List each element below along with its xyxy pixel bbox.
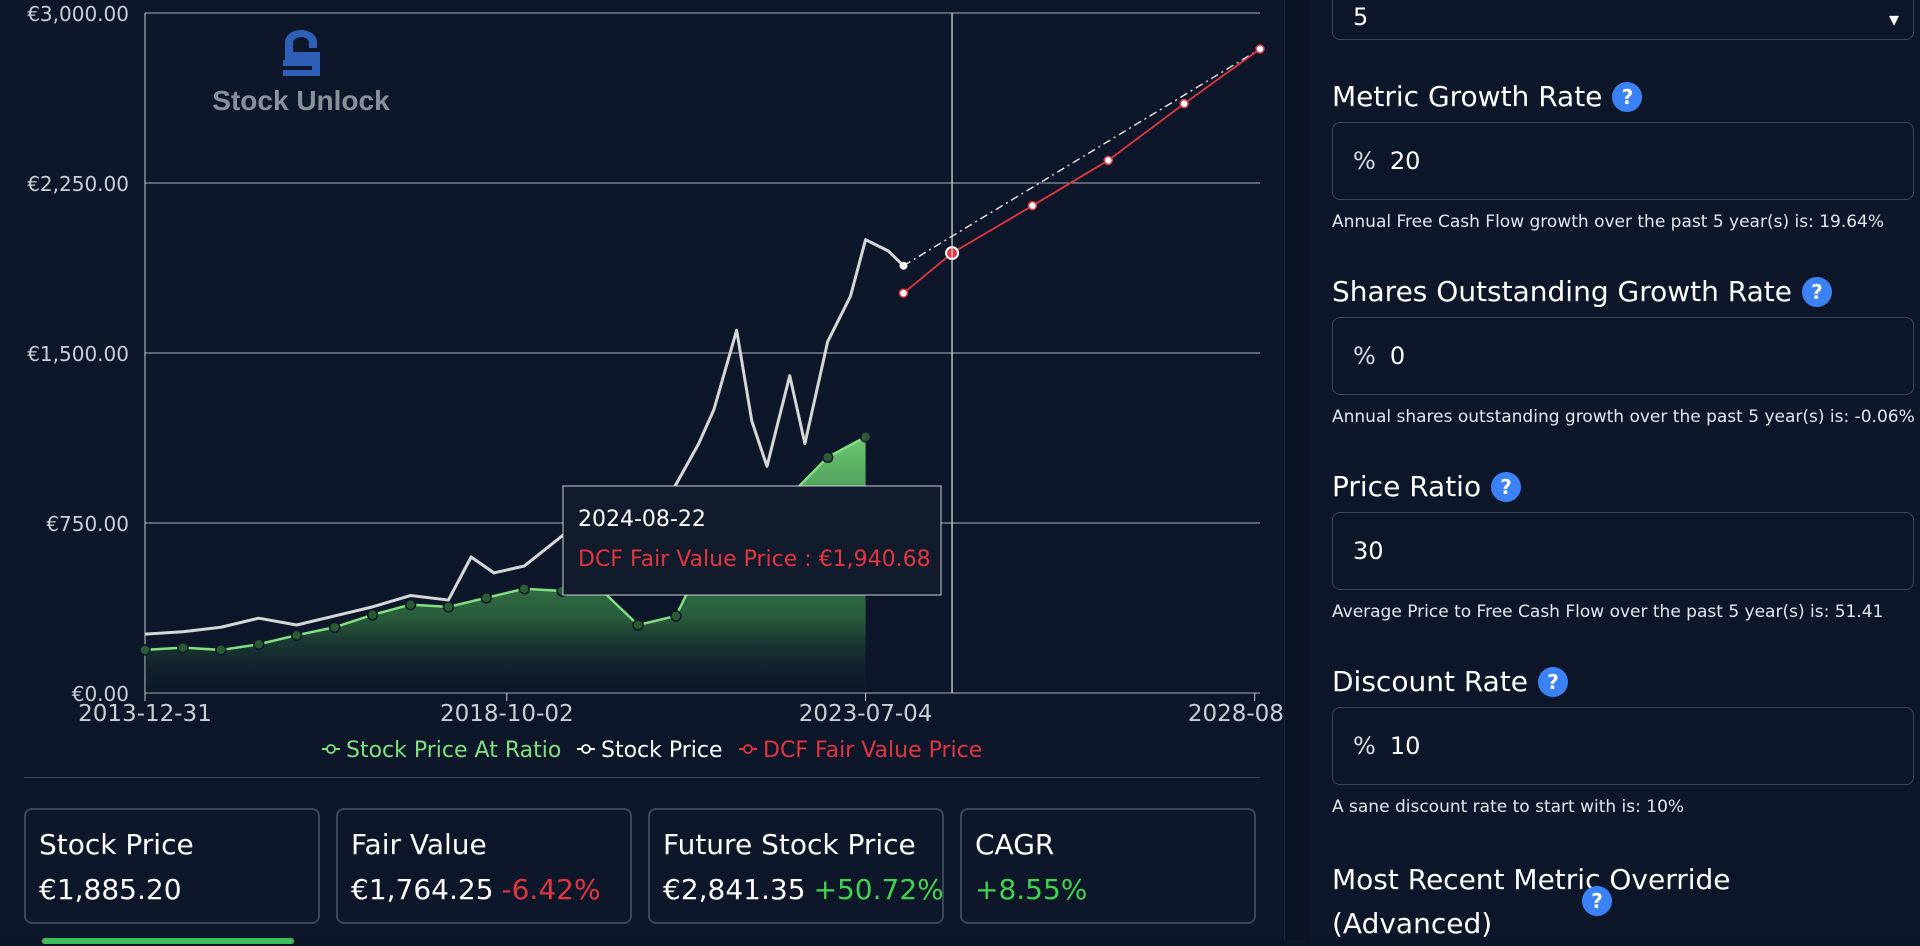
y-tick-label: €3,000.00: [27, 2, 129, 26]
ratio-area: [145, 436, 866, 693]
shares-growth-hint: Annual shares outstanding growth over th…: [1332, 407, 1915, 427]
ratio-point: [518, 582, 531, 595]
chevron-down-icon: ▾: [1888, 7, 1899, 31]
action-button-edge[interactable]: [42, 938, 294, 944]
x-tick-label: 2018-10-02: [440, 701, 574, 727]
ratio-point: [253, 638, 265, 651]
dcf-line: [902, 48, 1261, 294]
ratio-point: [404, 598, 417, 611]
panel-divider: [1284, 0, 1311, 940]
cagr-value: +8.55%: [975, 873, 1088, 906]
years-select-value: 5: [1353, 3, 1369, 31]
logo-text: Stock Unlock: [212, 85, 390, 116]
legend-label: Stock Price At Ratio: [346, 738, 561, 763]
help-icon[interactable]: ?: [1491, 471, 1522, 502]
fair-value-card: Fair Value €1,764.25 -6.42%: [336, 808, 632, 924]
stock-price-card: Stock Price €1,885.20: [24, 808, 320, 924]
shares-growth-value: 0: [1389, 342, 1406, 370]
card-title: Fair Value: [351, 828, 487, 861]
legend-marker: [581, 744, 591, 754]
metric-growth-label: Metric Growth Rate: [1332, 80, 1603, 113]
x-tick-label: 2013-12-31: [78, 701, 212, 727]
settings-panel: 5 ▾ Metric Growth Rate ? % 20 Annual Fre…: [1310, 0, 1920, 940]
dcf-point: [898, 288, 909, 298]
card-title: Future Stock Price: [663, 828, 916, 861]
price-ratio-label-row: Price Ratio ?: [1332, 470, 1522, 503]
dcf-chart: €3,000.00€2,250.00€1,500.00€750.00€0.002…: [27, 2, 1284, 763]
price-ratio-value: 30: [1353, 537, 1384, 565]
section-divider: [24, 777, 1260, 778]
ratio-point: [139, 644, 151, 656]
ratio-point: [177, 641, 189, 654]
cagr-card: CAGR +8.55%: [960, 808, 1256, 924]
card-value: €1,885.20: [39, 873, 182, 906]
price-ratio-hint: Average Price to Free Cash Flow over the…: [1332, 602, 1884, 622]
y-tick-label: €2,250.00: [27, 172, 129, 196]
legend-label: Stock Price: [601, 738, 723, 763]
legend-marker: [743, 744, 753, 754]
percent-prefix: %: [1353, 147, 1376, 175]
card-value: €1,764.25 -6.42%: [351, 873, 601, 906]
metric-growth-hint: Annual Free Cash Flow growth over the pa…: [1332, 212, 1885, 232]
ratio-point: [859, 431, 872, 443]
tooltip-date: 2024-08-22: [578, 507, 706, 532]
dcf-point: [1179, 98, 1189, 109]
fair-value-value: €1,764.25: [351, 873, 494, 906]
price-ratio-label: Price Ratio: [1332, 470, 1482, 503]
ratio-point: [670, 610, 682, 622]
metric-growth-value: 20: [1389, 147, 1421, 175]
years-select[interactable]: 5 ▾: [1332, 0, 1914, 40]
help-icon[interactable]: ?: [1801, 276, 1832, 307]
chart-panel: €3,000.00 €2,250.00 €1,500.00 €750.00 €0.00 2…: [24, 2, 1284, 944]
ratio-point: [290, 629, 303, 641]
metric-override-label: Most Recent Metric Override (Advanced): [1332, 863, 1731, 940]
help-icon[interactable]: ?: [1538, 666, 1569, 697]
price-ratio-input[interactable]: 30: [1332, 512, 1914, 590]
legend-label: DCF Fair Value Price: [763, 738, 982, 763]
card-value: €2,841.35 +50.72%: [663, 873, 944, 906]
future-price-value: €2,841.35: [663, 873, 806, 906]
x-tick-label: 2028-08-22: [1188, 701, 1284, 727]
dcf-point: [1027, 200, 1038, 211]
help-icon[interactable]: ?: [1582, 886, 1612, 916]
help-icon[interactable]: ?: [1612, 81, 1643, 112]
discount-rate-input[interactable]: % 10: [1332, 707, 1914, 785]
ratio-point: [215, 644, 227, 656]
ratio-point: [366, 609, 379, 621]
metric-growth-input[interactable]: % 20: [1332, 122, 1914, 200]
logo-icon: [283, 30, 320, 76]
x-tick-label: 2023-07-04: [799, 701, 933, 727]
y-tick-label: €0.00: [72, 682, 129, 706]
ratio-point: [480, 592, 493, 604]
ratio-point: [821, 451, 834, 464]
percent-prefix: %: [1353, 342, 1376, 370]
card-title: Stock Price: [39, 828, 194, 861]
shares-growth-input[interactable]: % 0: [1332, 317, 1914, 395]
shares-growth-label-row: Shares Outstanding Growth Rate ?: [1332, 275, 1832, 308]
projection-line: [903, 48, 1261, 267]
card-value: +8.55%: [975, 873, 1087, 906]
percent-prefix: %: [1353, 732, 1376, 760]
dcf-point: [1103, 155, 1114, 166]
fair-value-change: -6.42%: [501, 873, 601, 906]
discount-rate-label: Discount Rate: [1332, 665, 1529, 698]
y-tick-label: €750.00: [46, 512, 129, 536]
future-price-change: +50.72%: [813, 873, 944, 906]
ratio-point: [328, 621, 341, 634]
y-tick-label: €1,500.00: [27, 342, 129, 366]
stock-price-value: €1,885.20: [39, 873, 182, 906]
card-title: CAGR: [975, 828, 1055, 861]
legend-marker: [326, 744, 336, 754]
discount-rate-value: 10: [1389, 732, 1421, 760]
discount-rate-label-row: Discount Rate ?: [1332, 665, 1569, 698]
tooltip-box: [562, 485, 942, 596]
future-price-card: Future Stock Price €2,841.35 +50.72%: [648, 808, 944, 924]
discount-rate-hint: A sane discount rate to start with is: 1…: [1332, 797, 1685, 817]
ratio-point: [632, 619, 644, 631]
ratio-point: [442, 601, 455, 613]
shares-growth-label: Shares Outstanding Growth Rate: [1332, 275, 1792, 308]
dcf-point: [1255, 44, 1265, 54]
tooltip-value: DCF Fair Value Price : €1,940.68: [578, 547, 931, 572]
metric-growth-label-row: Metric Growth Rate ?: [1332, 80, 1643, 113]
